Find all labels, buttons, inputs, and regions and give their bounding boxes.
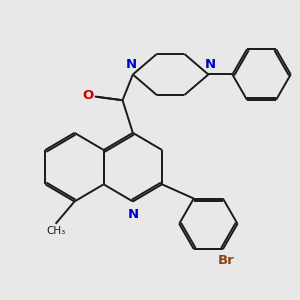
Text: CH₃: CH₃	[46, 226, 65, 236]
Text: N: N	[126, 58, 137, 71]
Text: N: N	[205, 58, 216, 71]
Text: Br: Br	[218, 254, 235, 267]
Text: N: N	[127, 208, 138, 221]
Text: O: O	[82, 88, 93, 102]
